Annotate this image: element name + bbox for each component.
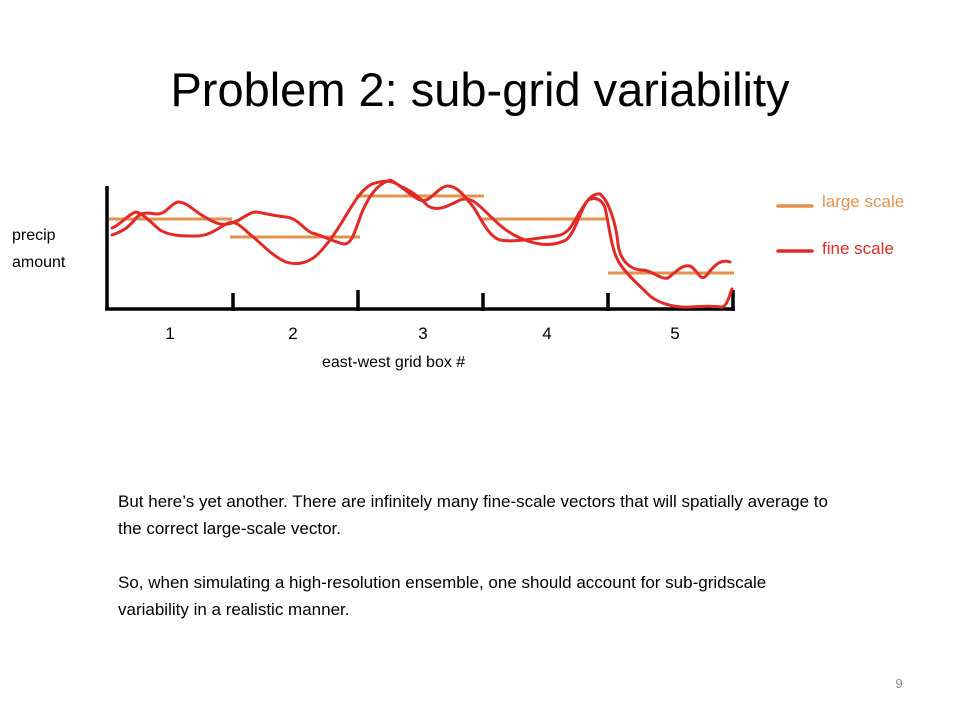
y-axis-label: precip amount <box>12 222 65 276</box>
x-axis-label: east-west grid box # <box>322 354 466 371</box>
legend-label-fine-scale: fine scale <box>822 239 894 258</box>
slide-title: Problem 2: sub-grid variability <box>170 63 790 116</box>
body-paragraph: So, when simulating a high-resolution en… <box>118 573 767 619</box>
grid-box-label-3: 3 <box>418 324 428 343</box>
grid-box-label-4: 4 <box>542 324 552 343</box>
fine-scale-series <box>110 178 734 309</box>
grid-box-label-5: 5 <box>670 324 680 343</box>
fine-scale-curve-b <box>110 179 734 309</box>
body-paragraph: But here’s yet another. There are infini… <box>118 492 828 538</box>
legend-label-large-scale: large scale <box>822 192 905 211</box>
y-axis-label-line2: amount <box>12 254 66 271</box>
grid-box-label-2: 2 <box>288 324 298 343</box>
grid-box-label-1: 1 <box>165 324 175 343</box>
page-number: 9 <box>895 676 903 691</box>
body-text: But here’s yet another. There are infini… <box>118 488 838 623</box>
y-axis-label-line1: precip <box>12 227 56 244</box>
